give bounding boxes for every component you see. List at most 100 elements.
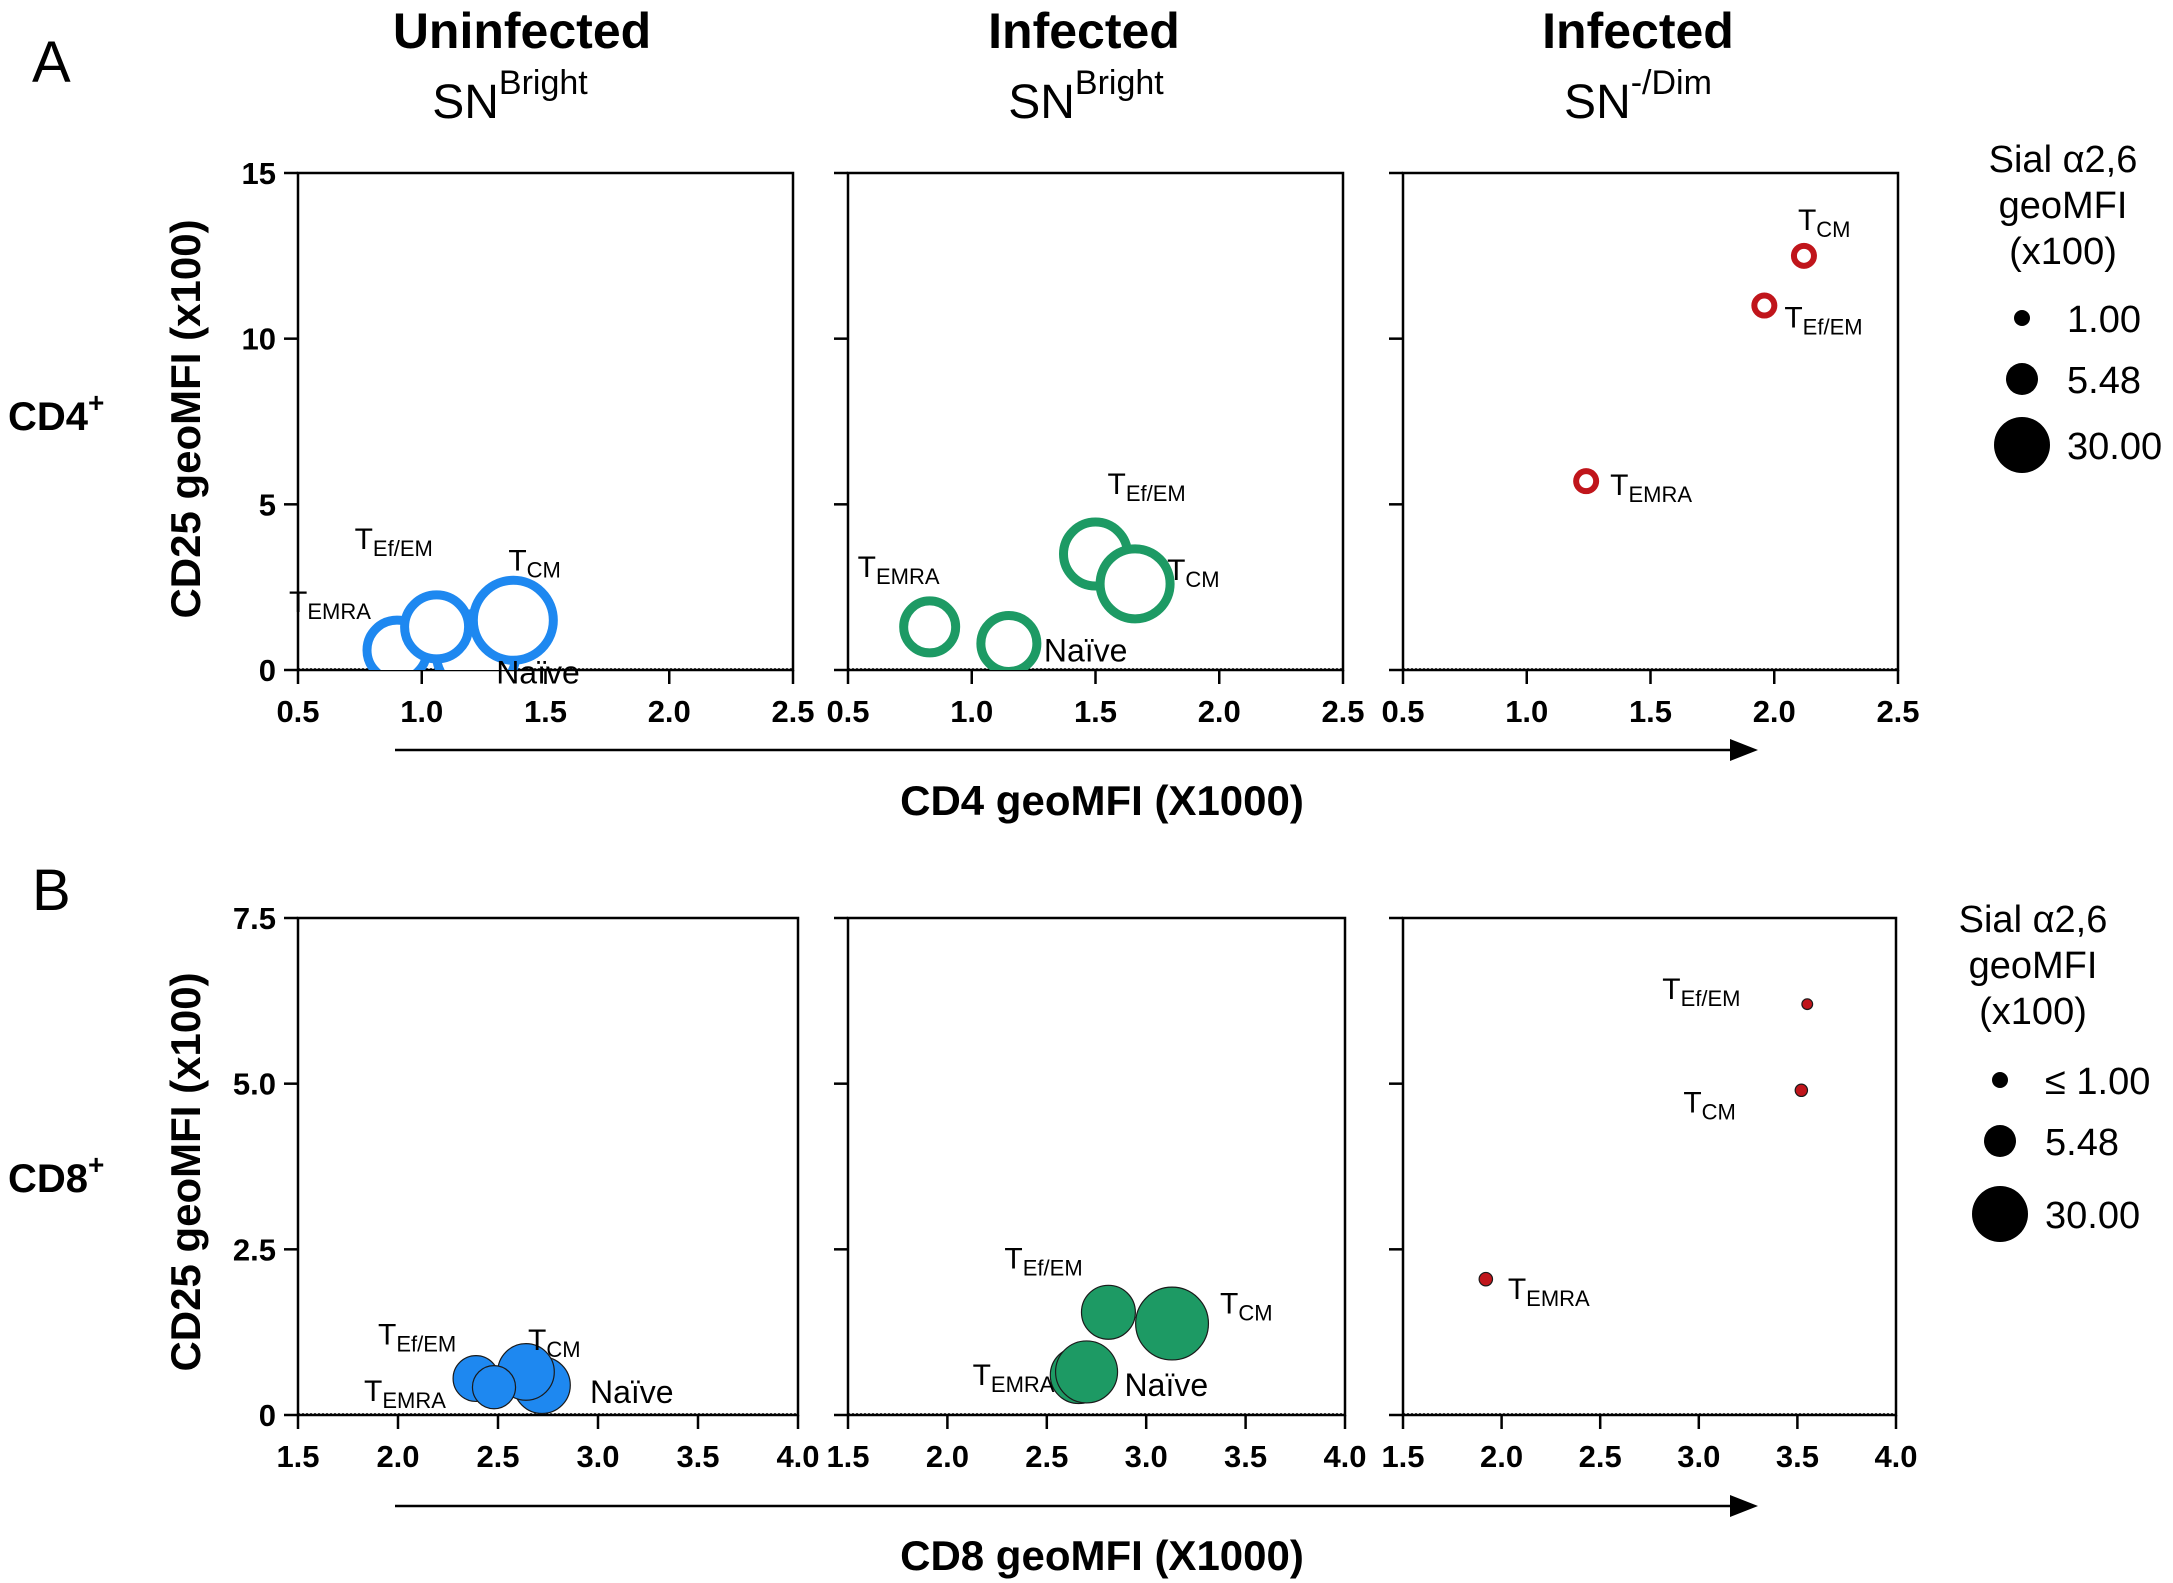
- legend-a: Sial α2,6 geoMFI (x100) 1.00 5.48 30.00: [1989, 139, 2162, 473]
- label-sub: Ef/EM: [373, 536, 433, 561]
- x-tick-label: 1.5: [826, 1439, 869, 1474]
- label-t-cm: TCM: [1798, 204, 1851, 242]
- point-t-emra: [471, 1365, 517, 1410]
- row-label-cd8-main: CD8: [8, 1157, 88, 1201]
- x-tick-label: 2.5: [1579, 1439, 1622, 1474]
- x-axis-arrowhead-a: [1730, 739, 1758, 761]
- x-tick-label: 2.5: [1321, 694, 1364, 729]
- column-title-2: Infected: [988, 3, 1180, 59]
- label-t-ef-em: TEf/EM: [1662, 973, 1740, 1011]
- legend-a-marker-large: [1994, 417, 2050, 473]
- x-tick-label: 1.0: [1505, 694, 1548, 729]
- legend-a-marker-small: [2014, 310, 2030, 326]
- label-main: T: [378, 1319, 396, 1352]
- x-axis-arrowhead-b: [1730, 1495, 1758, 1517]
- legend-b-value-1: ≤ 1.00: [2045, 1061, 2150, 1103]
- label-t-emra: TEMRA: [973, 1359, 1055, 1397]
- x-tick-label: 3.0: [1677, 1439, 1720, 1474]
- label-t-emra: TEMRA: [1508, 1273, 1590, 1311]
- point-t-emra: [1573, 468, 1600, 495]
- row-label-cd8: CD8+: [8, 1149, 104, 1201]
- legend-b-title-line-1: Sial α2,6: [1959, 899, 2108, 941]
- label-main: T: [1220, 1288, 1238, 1321]
- label-t-cm: TCM: [528, 1324, 581, 1362]
- label-t-ef-em: TEf/EM: [355, 523, 433, 561]
- x-tick-label: 2.0: [1480, 1439, 1523, 1474]
- points-group: [452, 1343, 571, 1415]
- label-sub: Ef/EM: [1803, 315, 1863, 340]
- label-main: T: [1683, 1086, 1701, 1119]
- label-na-ve: Naïve: [1044, 632, 1128, 668]
- legend-a-title-line-2: geoMFI: [1999, 185, 2128, 227]
- legend-a-marker-medium: [2006, 363, 2038, 395]
- point-t-cm: [1095, 544, 1175, 624]
- panel-label-a: A: [32, 30, 71, 95]
- y-axis-title-a: CD25 geoMFI (x100): [162, 219, 209, 618]
- label-sub: Ef/EM: [396, 1332, 456, 1357]
- points-group: [362, 575, 558, 670]
- x-axis-title-a: CD4 geoMFI (X1000): [900, 777, 1304, 824]
- points-group: [899, 517, 1175, 670]
- label-sub: EMRA: [382, 1388, 446, 1413]
- label-main: Naïve: [590, 1374, 674, 1410]
- label-sub: EMRA: [1526, 1286, 1590, 1311]
- panel-label-b: B: [32, 858, 71, 923]
- label-sub: CM: [1816, 217, 1850, 242]
- point-t-emra: [1478, 1271, 1494, 1287]
- x-axis-title-b: CD8 geoMFI (X1000): [900, 1532, 1304, 1579]
- legend-b-value-2: 5.48: [2045, 1122, 2119, 1164]
- legend-b-value-3: 30.00: [2045, 1195, 2140, 1237]
- x-tick-label: 3.5: [1776, 1439, 1819, 1474]
- label-main: T: [1508, 1273, 1526, 1306]
- point-t-ef-em: [400, 590, 474, 664]
- label-main: T: [1610, 469, 1628, 502]
- column-subtitle-3: SN-/Dim: [1564, 64, 1712, 129]
- label-sub: EMRA: [1628, 482, 1692, 507]
- plot-frame: [1401, 171, 1900, 672]
- y-tick-label: 0: [259, 653, 276, 688]
- label-t-cm: TCM: [1167, 554, 1220, 592]
- label-main: T: [528, 1324, 546, 1357]
- x-tick-label: 1.5: [1074, 694, 1117, 729]
- label-sub: Ef/EM: [1023, 1255, 1083, 1280]
- point-t-cm: [1790, 242, 1817, 269]
- column-title-3: Infected: [1542, 3, 1734, 59]
- legend-a-value-3: 30.00: [2067, 426, 2162, 468]
- column-subtitle-3-sup: -/Dim: [1631, 64, 1712, 102]
- y-tick-label: 5.0: [233, 1067, 276, 1102]
- label-main: T: [1167, 554, 1185, 587]
- x-tick-label: 3.0: [576, 1439, 619, 1474]
- x-tick-label: 2.0: [376, 1439, 419, 1474]
- label-main: T: [1108, 468, 1126, 501]
- point-t-ef-em: [1801, 998, 1814, 1011]
- row-label-cd4-sup: +: [88, 387, 104, 418]
- row-label-cd4: CD4+: [8, 387, 104, 439]
- legend-a-value-2: 5.48: [2067, 360, 2141, 402]
- x-tick-label: 1.0: [400, 694, 443, 729]
- column-subtitle-2-main: SN: [1008, 76, 1075, 129]
- label-t-ef-em: TEf/EM: [1784, 302, 1862, 340]
- y-tick-label: 7.5: [233, 901, 276, 936]
- row-label-cd4-main: CD4: [8, 395, 89, 439]
- label-t-ef-em: TEf/EM: [1004, 1242, 1082, 1280]
- x-tick-label: 2.0: [1198, 694, 1241, 729]
- label-main: T: [973, 1359, 991, 1392]
- point-na-ve: [1054, 1340, 1119, 1404]
- x-tick-label: 2.5: [476, 1439, 519, 1474]
- x-tick-label: 1.0: [950, 694, 993, 729]
- label-t-cm: TCM: [1683, 1086, 1736, 1124]
- label-main: T: [1004, 1242, 1022, 1275]
- x-tick-label: 4.0: [1323, 1439, 1366, 1474]
- legend-a-value-1: 1.00: [2067, 299, 2141, 341]
- label-main: T: [355, 523, 373, 556]
- label-sub: CM: [1185, 567, 1219, 592]
- label-sub: CM: [1238, 1301, 1272, 1326]
- label-main: T: [1798, 204, 1816, 237]
- x-tick-label: 1.5: [1381, 1439, 1424, 1474]
- point-t-emra: [899, 596, 961, 658]
- column-subtitle-1-sup: Bright: [499, 64, 588, 102]
- label-t-cm: TCM: [1220, 1288, 1273, 1326]
- label-sub: Ef/EM: [1126, 481, 1186, 506]
